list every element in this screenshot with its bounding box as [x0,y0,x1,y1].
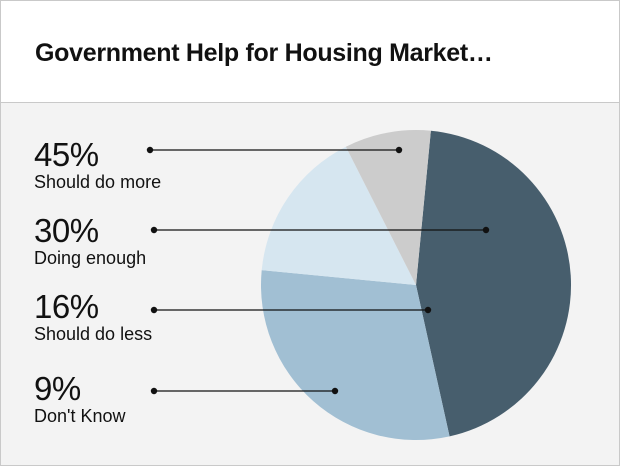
legend-item-doing-enough: 30% Doing enough [34,212,147,269]
leader-end-dot [482,226,490,234]
legend-item-should-do-less: 16% Should do less [34,288,153,345]
pie-slice-should-do-more [416,130,572,437]
pie-slice-don-t-know [345,129,431,285]
leader-start-dot [150,387,158,395]
pie-slice-should-do-less [261,146,416,285]
legend-item-should-do-more: 45% Should do more [34,136,162,193]
pie-slice-doing-enough [260,270,450,441]
leader-start-dot [150,226,158,234]
leader-start-dot [150,306,158,314]
legend-label: Should do less [34,324,153,344]
leader-end-dot [424,306,432,314]
legend-label: Don't Know [34,406,126,426]
leader-start-dot [146,146,154,154]
legend-item-dont-know: 9% Don't Know [34,370,126,427]
legend-percent: 45% [34,136,99,173]
legend-percent: 16% [34,288,99,325]
legend-percent: 30% [34,212,99,249]
leader-end-dot [331,387,339,395]
chart-title: Government Help for Housing Market… [35,39,493,67]
chart-header: Government Help for Housing Market… [1,1,619,103]
leader-end-dot [395,146,403,154]
legend-label: Doing enough [34,248,147,268]
legend-label: Should do more [34,172,162,192]
legend-percent: 9% [34,370,81,407]
